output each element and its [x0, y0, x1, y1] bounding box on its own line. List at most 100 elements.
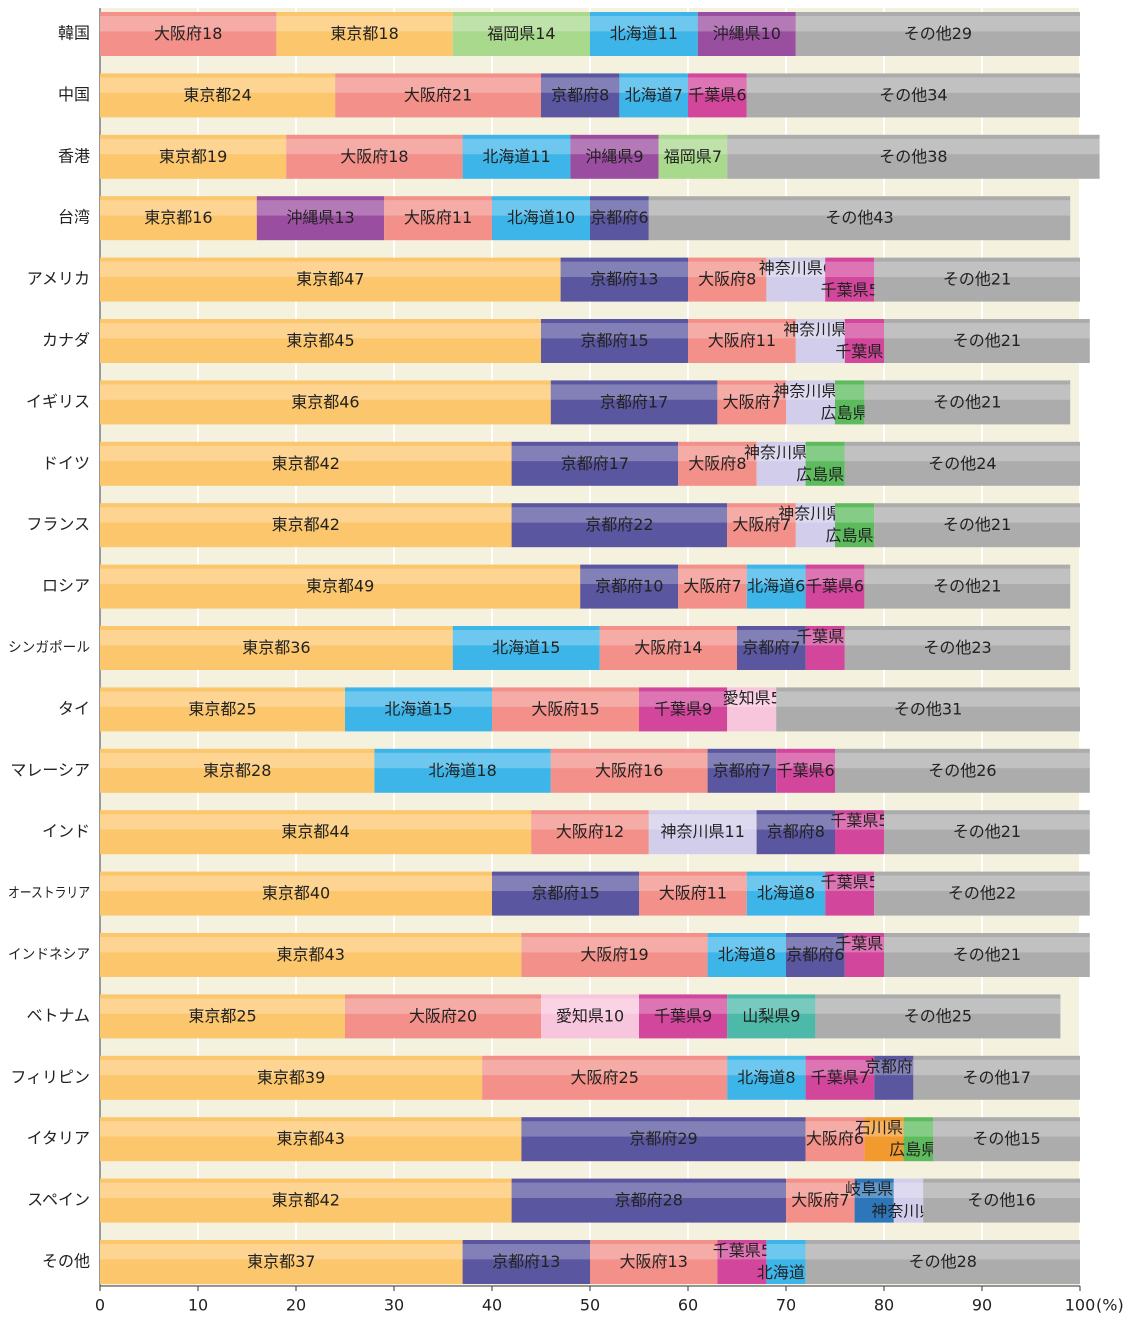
segment-label: 北海道11: [482, 146, 550, 165]
segment-name: 東京都: [286, 331, 334, 350]
bar-gloss: [864, 384, 1071, 400]
segment-label: 大阪府13: [620, 1252, 688, 1271]
segment-value: 8: [736, 453, 746, 472]
bar-gloss: [776, 752, 835, 769]
segment-name: 北海道: [737, 1067, 785, 1086]
bar-segment: [786, 380, 835, 425]
bar-gloss: [727, 1059, 806, 1076]
segment-label: その他15: [972, 1129, 1040, 1148]
bar-segment: [590, 1240, 718, 1284]
segment-value: 15: [1020, 1129, 1040, 1148]
segment-label: その他34: [879, 85, 947, 104]
segment-value: 8: [599, 85, 609, 104]
bar-segment: [746, 73, 1080, 118]
bar-gloss: [100, 814, 532, 830]
segment-value: 42: [320, 1190, 340, 1209]
bar-gloss: [599, 630, 737, 646]
segment-value: 43: [873, 208, 893, 227]
segment-label: 大阪府14: [634, 638, 702, 657]
segment-value: 8: [805, 883, 815, 902]
bar-segment: [100, 1117, 522, 1162]
bar-gloss: [492, 875, 639, 891]
bar-gloss: [766, 261, 826, 277]
bar-segment: [864, 380, 1071, 425]
segment-value: 47: [344, 269, 364, 288]
bar-segment: [717, 1240, 767, 1284]
bar-gloss: [874, 1059, 914, 1076]
bar-segment: [100, 748, 375, 793]
segment-value: 38: [927, 146, 947, 165]
segment-name: 京都府: [492, 1252, 540, 1271]
bar-gloss: [835, 814, 884, 830]
bar-segment: [805, 1117, 865, 1162]
segment-value: 14: [682, 638, 702, 657]
bar-segment: [345, 687, 492, 732]
bar-segment: [100, 1178, 512, 1223]
segment-name: 東京都: [277, 1129, 325, 1148]
bar-segment: [707, 933, 786, 977]
bar-segment: [678, 564, 747, 609]
segment-label: 北海道11: [610, 24, 678, 43]
bar-segment: [100, 257, 561, 302]
segment-label: その他29: [904, 24, 972, 43]
segment-value: 46: [339, 392, 359, 411]
segment-value: 40: [310, 883, 330, 902]
segment-label: 京都府7: [742, 638, 800, 657]
segment-name: 京都府: [786, 945, 834, 964]
bar-segment: [345, 994, 541, 1039]
segment-label: 北海道15: [384, 699, 452, 718]
segment-value: 9: [702, 1006, 712, 1025]
bar-segment: [531, 810, 649, 855]
bar-gloss: [482, 1059, 728, 1076]
y-tick-label: インドネシア: [8, 947, 90, 963]
bar-segment: [786, 933, 845, 977]
segment-name: 京都府: [713, 760, 761, 779]
segment-label: 大阪府15: [531, 699, 599, 718]
segment-value: 11: [658, 24, 678, 43]
segment-name: その他: [972, 1129, 1020, 1148]
bar-gloss: [825, 261, 875, 277]
segment-name: 神奈川県: [744, 442, 808, 461]
x-tick-label: 90: [972, 1296, 992, 1315]
y-tick-label: イギリス: [26, 392, 90, 411]
segment-value: 25: [236, 699, 256, 718]
segment-label: 大阪府21: [404, 85, 472, 104]
segment-name: 大阪府: [580, 945, 628, 964]
bar-gloss: [756, 814, 835, 830]
segment-value: 9: [633, 146, 643, 165]
y-tick-label: 台湾: [58, 208, 90, 227]
x-tick-label: 100: [1065, 1296, 1096, 1315]
bar-gloss: [756, 445, 806, 462]
segment-label: 大阪府7: [732, 515, 790, 534]
bar-gloss: [462, 138, 571, 155]
segment-value: 5: [761, 1241, 771, 1260]
segment-label: 京都府28: [615, 1190, 683, 1209]
segment-name: 京都府: [629, 1129, 677, 1148]
segment-name: 沖縄県: [713, 24, 761, 43]
bar-segment: [756, 441, 806, 486]
segment-name: 大阪府: [806, 1129, 854, 1148]
segment-value: 43: [325, 1129, 345, 1148]
bar-segment: [815, 994, 1061, 1039]
segment-label: 大阪府12: [556, 822, 624, 841]
segment-label: 沖縄県13: [286, 208, 354, 227]
segment-label: その他24: [928, 453, 996, 472]
segment-label: 東京都45: [286, 331, 354, 350]
segment-label: 千葉県6: [776, 760, 834, 779]
bar-gloss: [100, 261, 561, 277]
y-tick-label: ロシア: [42, 576, 90, 595]
segment-value: 9: [702, 699, 712, 718]
bar-gloss: [550, 752, 708, 769]
segment-name: その他: [943, 515, 991, 534]
bar-segment: [511, 1178, 786, 1223]
segment-value: 8: [746, 269, 756, 288]
segment-label: 大阪府11: [404, 208, 472, 227]
segment-value: 42: [320, 453, 340, 472]
bar-segment: [844, 933, 884, 977]
segment-label: 大阪府7: [791, 1190, 849, 1209]
bar-gloss: [100, 77, 336, 93]
segment-value: 7: [673, 85, 683, 104]
segment-name: 岐阜県: [845, 1179, 893, 1198]
bar-gloss: [805, 1059, 875, 1076]
segment-name: 東京都: [291, 392, 339, 411]
